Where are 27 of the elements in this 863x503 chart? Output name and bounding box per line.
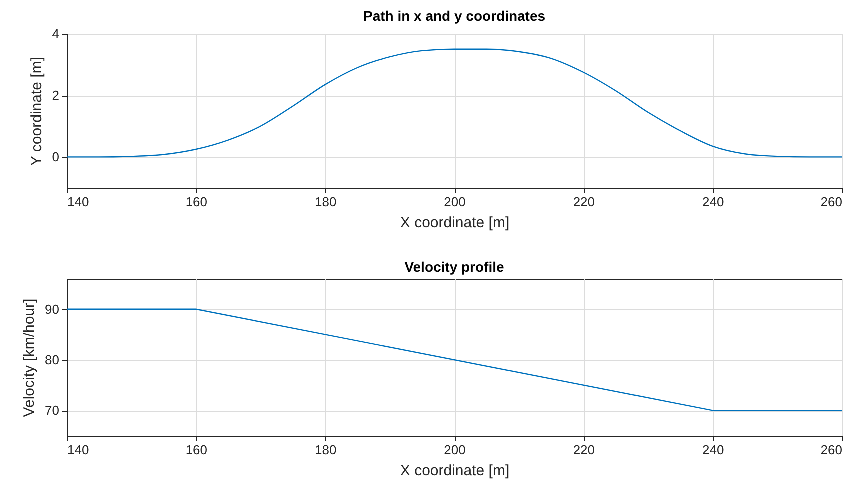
chart-title: Velocity profile (404, 259, 505, 275)
x-tick-label: 260 (820, 194, 842, 210)
y-tick-label: 0 (52, 150, 60, 165)
x-tick-label: 160 (186, 194, 208, 210)
x-tick-label: 160 (186, 442, 208, 458)
line-series (67, 48, 842, 158)
x-tick-label: 180 (314, 194, 337, 210)
y-tick-label: 90 (45, 302, 60, 317)
x-tick-label: 220 (573, 194, 596, 210)
x-tick-label: 240 (702, 442, 724, 458)
y-tick-label: 2 (52, 88, 60, 104)
x-tick-label: 140 (68, 442, 90, 458)
x-tick-label: 180 (314, 442, 337, 458)
x-axis-title: X coordinate [m] (400, 462, 510, 480)
x-tick-label: 240 (702, 194, 724, 210)
y-tick-label: 4 (52, 26, 60, 42)
x-tick-label: 200 (444, 194, 466, 210)
y-axis-title: Velocity [km/hour] (21, 298, 38, 418)
x-axis-title: X coordinate [m] (400, 214, 510, 232)
y-axis-title: Y coordinate [m] (28, 57, 46, 166)
x-tick-label: 220 (573, 442, 596, 458)
x-tick-label: 140 (68, 194, 90, 210)
y-tick-label: 80 (45, 352, 60, 368)
chart-title: Path in x and y coordinates (363, 8, 546, 24)
x-tick-label: 200 (444, 442, 466, 458)
x-tick-label: 260 (820, 442, 842, 458)
y-tick-label: 70 (45, 403, 60, 418)
